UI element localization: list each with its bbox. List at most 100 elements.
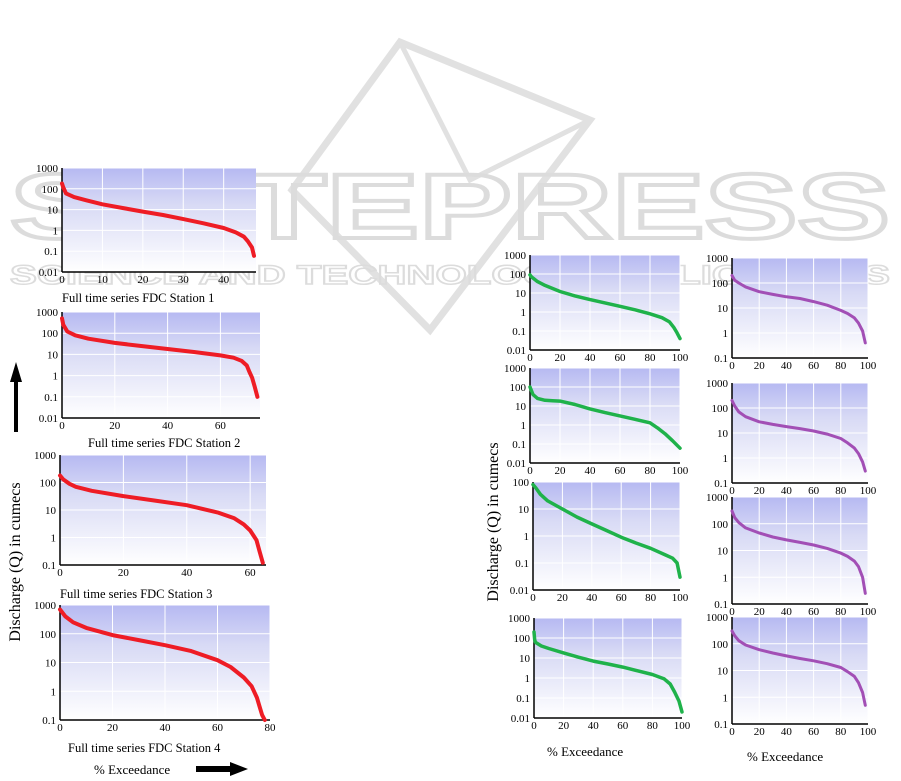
y-tick-label: 1	[524, 531, 530, 543]
x-tick-label: 0	[57, 722, 63, 734]
fdc-chart-s3: 0.1 1 10 100 1000 0 20 40 60 Full time series FDC…	[34, 450, 266, 601]
x-tick-label: 40	[781, 360, 793, 372]
y-tick-label: 10	[515, 401, 527, 413]
fdc-series-line	[58, 607, 267, 722]
x-tick-label: 40	[162, 420, 174, 432]
x-tick-label: 100	[860, 606, 877, 618]
y-tick-label: 0.1	[512, 439, 526, 451]
y-tick-label: 0.01	[511, 713, 530, 725]
fdc-chart-g1: 0.01 0.1 1 10 100 1000 0 20 40 60 80 100	[504, 250, 689, 364]
y-tick-label: 10	[717, 546, 729, 558]
y-tick-label: 1	[51, 533, 57, 545]
right-arrow-icon	[196, 762, 248, 776]
x-tick-label: 0	[527, 465, 533, 477]
y-tick-label: 1000	[36, 307, 59, 319]
y-tick-label: 1000	[34, 600, 57, 612]
x-tick-label: 100	[860, 485, 877, 497]
plot-background	[534, 618, 682, 718]
y-tick-label: 1000	[706, 378, 729, 390]
up-arrow-icon	[10, 362, 22, 432]
y-tick-label: 1000	[34, 450, 57, 462]
y-tick-label: 1	[53, 371, 59, 383]
chart-caption: Full time series FDC Station 4	[68, 741, 221, 755]
y-tick-label: 100	[712, 639, 729, 651]
x-tick-label: 0	[729, 726, 735, 738]
y-tick-label: 10	[717, 303, 729, 315]
x-tick-label: 30	[178, 274, 190, 286]
x-tick-label: 0	[530, 592, 536, 604]
x-tick-label: 20	[558, 720, 570, 732]
x-tick-label: 0	[531, 720, 537, 732]
y-tick-label: 1	[525, 673, 531, 685]
y-tick-label: 100	[510, 269, 527, 281]
x-tick-label: 100	[674, 720, 691, 732]
x-tick-label: 100	[672, 352, 689, 364]
x-tick-label: 100	[672, 592, 689, 604]
x-tick-label: 40	[181, 567, 193, 579]
fdc-chart-p1: 0.1 1 10 100 1000 0 20 40 60 80 100	[706, 253, 877, 372]
right-x-axis-label-purple: % Exceedance	[747, 749, 823, 764]
x-tick-label: 80	[647, 720, 659, 732]
y-tick-label: 1	[723, 572, 729, 584]
chart-caption: Full time series FDC Station 3	[60, 587, 212, 601]
y-tick-label: 1	[53, 225, 59, 237]
y-tick-label: 10	[47, 205, 59, 217]
x-tick-label: 60	[245, 567, 257, 579]
x-tick-label: 0	[729, 360, 735, 372]
y-tick-label: 10	[47, 349, 59, 361]
y-tick-label: 0.1	[44, 246, 58, 258]
y-tick-label: 1	[723, 453, 729, 465]
x-tick-label: 0	[527, 352, 533, 364]
fdc-chart-s2: 0.01 0.1 1 10 100 1000 0 20 40 60 Full time series…	[36, 307, 260, 450]
fdc-series-line	[528, 273, 682, 341]
x-tick-label: 80	[835, 485, 847, 497]
y-tick-label: 1	[723, 692, 729, 704]
x-tick-label: 0	[57, 567, 63, 579]
fdc-series-line	[730, 509, 867, 595]
x-tick-label: 10	[97, 274, 109, 286]
y-tick-label: 100	[42, 184, 59, 196]
chart-caption: Full time series FDC Station 1	[62, 291, 214, 305]
x-tick-label: 60	[212, 722, 224, 734]
x-tick-label: 20	[754, 360, 766, 372]
x-tick-label: 80	[645, 465, 657, 477]
left-x-axis-label: % Exceedance	[94, 762, 170, 777]
y-tick-label: 1000	[508, 613, 531, 625]
fdc-series-line	[58, 473, 265, 565]
y-tick-label: 10	[717, 666, 729, 678]
x-tick-label: 20	[137, 274, 149, 286]
y-tick-label: 100	[40, 629, 57, 641]
y-tick-label: 100	[712, 519, 729, 531]
y-tick-label: 1000	[706, 253, 729, 265]
fdc-chart-p4: 0.1 1 10 100 1000 0 20 40 60 80 100	[706, 612, 877, 738]
fdc-series-line	[60, 316, 260, 399]
y-tick-label: 0.1	[42, 715, 56, 727]
fdc-series-line	[730, 274, 867, 345]
plot-background	[62, 168, 256, 272]
x-tick-label: 0	[59, 274, 65, 286]
y-tick-label: 0.1	[714, 599, 728, 611]
x-tick-label: 40	[585, 352, 597, 364]
y-tick-label: 0.1	[714, 353, 728, 365]
y-tick-label: 0.1	[42, 560, 56, 572]
fdc-chart-s4: 0.1 1 10 100 1000 0 20 40 60 80 Full time series F…	[34, 600, 276, 755]
x-tick-label: 60	[215, 420, 227, 432]
left-y-axis-label: Discharge (Q) in cumecs	[7, 482, 24, 641]
fdc-chart-s1: 0.01 0.1 1 10 100 1000 0 10 20 30 40 Full time seri…	[36, 163, 256, 305]
y-tick-label: 10	[717, 428, 729, 440]
x-tick-label: 0	[729, 606, 735, 618]
x-tick-label: 20	[557, 592, 569, 604]
x-tick-label: 20	[109, 420, 121, 432]
fdc-chart-p3: 0.1 1 10 100 1000 0 20 40 60 80 100	[706, 492, 877, 618]
fdc-series-line	[528, 385, 682, 450]
x-tick-label: 40	[781, 485, 793, 497]
x-tick-label: 80	[265, 722, 277, 734]
y-tick-label: 0.1	[512, 326, 526, 338]
y-tick-label: 0.1	[516, 693, 530, 705]
y-tick-label: 10	[45, 505, 57, 517]
x-tick-label: 40	[586, 592, 598, 604]
y-tick-label: 0.1	[714, 478, 728, 490]
chart-caption: Full time series FDC Station 2	[88, 436, 240, 450]
